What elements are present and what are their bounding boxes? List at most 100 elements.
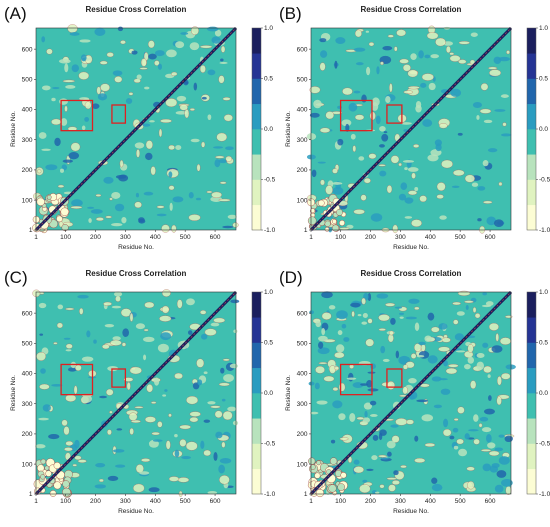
- heatmap-cell: [232, 420, 239, 426]
- heatmap-cell: [133, 483, 145, 493]
- heatmap-cell: [404, 197, 414, 204]
- diagonal-contour: [35, 27, 237, 231]
- heatmap-cell: [121, 342, 127, 347]
- heatmap-cell: [341, 323, 347, 329]
- heatmap-cell: [131, 50, 138, 55]
- heatmap-cell: [413, 144, 420, 148]
- colorbar-band: [252, 418, 261, 444]
- heatmap-cell: [476, 115, 480, 120]
- heatmap-cell: [128, 412, 138, 421]
- heatmap-cell: [154, 60, 160, 66]
- heatmap-cell: [361, 297, 366, 305]
- heatmap-cell: [158, 128, 163, 138]
- chart-title: Residue Cross Correlation: [86, 269, 187, 278]
- heatmap-cell: [480, 83, 489, 91]
- heatmap-cell: [336, 344, 345, 353]
- heatmap-cell: [211, 36, 221, 44]
- heatmap-cell: [496, 470, 507, 478]
- colorbar-band: [527, 154, 536, 180]
- correlation-map-d: Residue Cross Correlation 1 100 200 300 400 50…: [285, 269, 550, 515]
- heatmap-cell: [392, 224, 399, 234]
- heatmap-cell: [148, 487, 160, 493]
- heatmap-cell: [78, 71, 90, 80]
- heatmap-cell: [102, 344, 110, 350]
- heatmap-cell: [73, 385, 78, 395]
- y-axis-label: Residue No.: [285, 375, 292, 411]
- heatmap-cell: [232, 222, 239, 228]
- colorbar-band: [527, 317, 536, 343]
- heatmap-cell: [464, 300, 474, 304]
- heatmap-cell: [184, 109, 190, 119]
- colorbar-tick-label: -1.0: [264, 227, 276, 234]
- heatmap-cell: [350, 302, 361, 308]
- heatmap-cell: [223, 374, 235, 382]
- y-tick-label: 400: [22, 107, 33, 114]
- heatmap-cell: [116, 428, 123, 431]
- heatmap-cell: [325, 111, 335, 120]
- heatmap-cell: [59, 98, 68, 105]
- heatmap-cell: [341, 119, 352, 127]
- heatmap-cell: [307, 216, 317, 225]
- y-axis-label: Residue No.: [10, 375, 17, 411]
- heatmap-cell: [134, 406, 144, 409]
- heatmap-cell: [200, 45, 213, 49]
- heatmap-cell: [216, 132, 228, 142]
- colorbar-band: [252, 317, 261, 343]
- heatmap-cell: [348, 102, 358, 112]
- heatmap-cell: [476, 361, 485, 371]
- heatmap-cell: [390, 317, 396, 325]
- heatmap-cell: [482, 160, 489, 167]
- heatmap-cell: [449, 435, 455, 440]
- heatmap-cell: [144, 86, 150, 90]
- heatmap-cell: [186, 298, 195, 306]
- y-tick-label: 400: [22, 371, 33, 378]
- heatmap-cell: [203, 449, 211, 457]
- heatmap-cell: [486, 216, 497, 226]
- heatmap-cell: [41, 36, 46, 43]
- heatmap-cell: [467, 481, 475, 490]
- heatmap-cell: [381, 133, 389, 142]
- colorbar: 1.0 0.5 0.0 -0.5 -1.0: [526, 25, 550, 234]
- heatmap-cell: [439, 215, 447, 220]
- colorbar-band: [252, 129, 261, 155]
- heatmap-cell: [371, 455, 378, 461]
- heatmap-cell: [99, 395, 107, 399]
- heatmap-cell: [210, 322, 220, 327]
- heatmap-cell: [334, 60, 338, 69]
- y-tick-label: 300: [297, 401, 308, 408]
- heatmap-cell: [40, 368, 46, 374]
- heatmap-cell: [151, 401, 157, 404]
- heatmap-cell: [315, 488, 325, 498]
- colorbar-tick-label: 0.5: [264, 340, 273, 347]
- colorbar-tick-label: 0.5: [539, 340, 548, 347]
- heatmap-cell: [394, 46, 398, 52]
- heatmap-cell: [472, 101, 482, 109]
- heatmap-cell: [45, 470, 52, 477]
- heatmap-cell: [321, 291, 333, 299]
- colorbar-band: [527, 28, 536, 54]
- heatmap-cell: [500, 94, 509, 98]
- heatmap-cell: [84, 101, 92, 110]
- heatmap-cell: [372, 434, 379, 441]
- heatmap-cell: [453, 445, 459, 450]
- heatmap-cell: [337, 138, 344, 146]
- heatmap-cell: [157, 343, 169, 353]
- heatmap-cell: [441, 337, 451, 343]
- heatmap-cell: [218, 75, 225, 84]
- heatmap-cell: [434, 139, 442, 147]
- heatmap-cell: [308, 381, 315, 386]
- heatmap-cell: [111, 191, 121, 199]
- heatmap-cell: [493, 219, 504, 227]
- panel-a: (A) Residue Cross Correlation 1 100 200 300 4…: [0, 0, 276, 263]
- heatmap-cell: [427, 312, 435, 321]
- heatmap-cell: [488, 322, 499, 331]
- heatmap-cell: [369, 414, 378, 417]
- heatmap-cell: [71, 199, 83, 207]
- heatmap-cell: [478, 423, 483, 428]
- heatmap-cell: [186, 395, 199, 405]
- heatmap-cell: [402, 160, 415, 163]
- heatmap-cell: [161, 289, 171, 297]
- heatmap-cell: [133, 78, 141, 83]
- colorbar-tick-label: -0.5: [539, 441, 550, 448]
- heatmap-cell: [499, 337, 511, 345]
